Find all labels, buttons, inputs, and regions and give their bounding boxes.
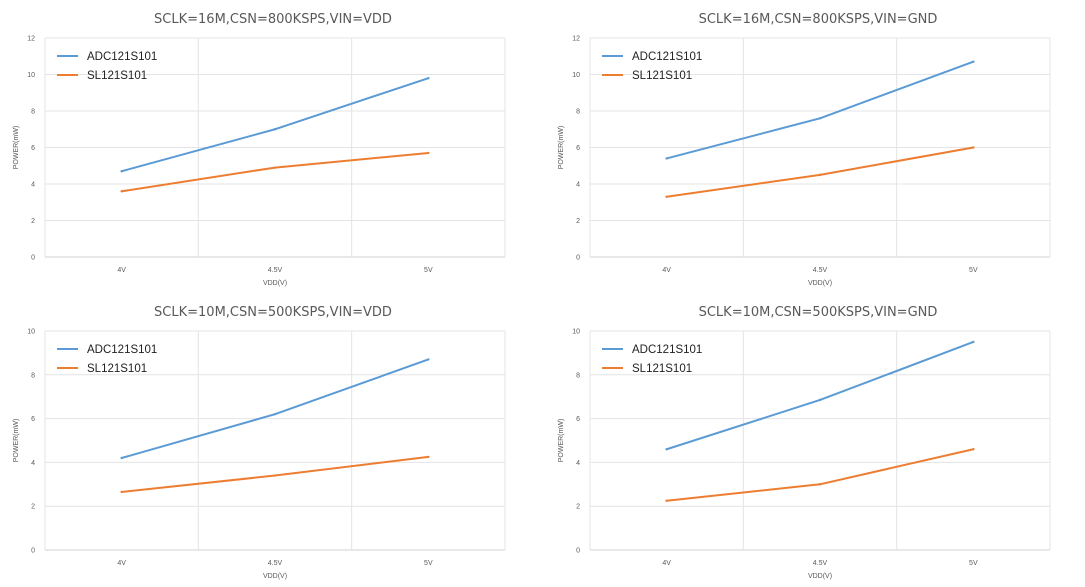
y-tick-label: 12 (572, 36, 580, 43)
y-axis-label: POWER(mW) (558, 419, 565, 463)
x-tick-label: 5V (969, 560, 978, 567)
data-point (972, 146, 975, 149)
legend-label: ADC121S101 (87, 51, 157, 63)
chart-panel-3: SCLK=10M,CSN=500KSPS,VIN=VDD 0 2 4 6 8 10 4V 4.5… (0, 293, 540, 583)
series-line-1 (120, 358, 430, 460)
x-tick-label: 4.5V (268, 267, 283, 274)
data-point (120, 190, 123, 193)
data-point (273, 128, 277, 131)
legend-label: SL121S101 (87, 70, 147, 82)
y-tick-label: 6 (31, 145, 35, 152)
data-point (427, 455, 430, 459)
series-line-2 (665, 448, 975, 502)
x-tick-label: 4V (662, 267, 671, 274)
data-point (818, 398, 822, 402)
data-point (273, 474, 277, 477)
y-tick-label: 2 (31, 504, 35, 511)
y-tick-label: 8 (31, 109, 35, 116)
y-axis-label: POWER(mW) (13, 126, 20, 170)
legend-label: SL121S101 (632, 70, 692, 82)
chart-svg: SCLK=16M,CSN=800KSPS,VIN=VDD 0 2 4 6 8 10 12 4V 4… (13, 12, 506, 287)
data-point (818, 117, 822, 120)
y-tick-label: 6 (576, 416, 580, 423)
x-axis-label: VDD(V) (263, 280, 287, 287)
y-tick-label: 4 (31, 182, 35, 189)
x-tick-label: 4V (117, 560, 126, 567)
x-tick-label: 4V (662, 560, 671, 567)
y-axis-label: POWER(mW) (13, 419, 20, 463)
data-point (665, 448, 668, 451)
legend-label: ADC121S101 (87, 344, 157, 356)
y-tick-label: 8 (576, 109, 580, 116)
x-axis-label: VDD(V) (263, 573, 287, 580)
y-tick-label: 6 (31, 416, 35, 423)
y-axis-label: POWER(mW) (558, 126, 565, 170)
x-tick-label: 4V (117, 267, 126, 274)
legend-label: ADC121S101 (632, 344, 702, 356)
data-point (972, 340, 975, 344)
y-tick-label: 4 (31, 460, 35, 467)
y-tick-label: 8 (576, 372, 580, 379)
y-tick-label: 10 (27, 329, 35, 336)
legend-label: SL121S101 (87, 363, 147, 375)
y-tick-label: 4 (576, 182, 580, 189)
data-point (427, 76, 430, 80)
legend-label: SL121S101 (632, 363, 692, 375)
series-line-1 (665, 60, 975, 160)
y-tick-label: 6 (576, 145, 580, 152)
chart-svg: SCLK=10M,CSN=500KSPS,VIN=GND 0 2 4 6 8 10 4V 4.5… (558, 305, 1051, 580)
data-point (972, 60, 975, 63)
data-point (972, 448, 975, 451)
y-tick-label: 0 (576, 255, 580, 262)
y-tick-label: 10 (572, 72, 580, 79)
y-tick-label: 10 (572, 329, 580, 336)
chart-title: SCLK=10M,CSN=500KSPS,VIN=GND (699, 305, 938, 320)
x-tick-label: 4.5V (813, 267, 828, 274)
y-tick-label: 8 (31, 372, 35, 379)
data-point (427, 358, 430, 361)
chart-panel-1: SCLK=16M,CSN=800KSPS,VIN=VDD 0 2 4 6 8 10 12 4V 4… (0, 0, 540, 290)
y-tick-label: 4 (576, 460, 580, 467)
chart-svg: SCLK=10M,CSN=500KSPS,VIN=VDD 0 2 4 6 8 10 4V 4.5… (13, 305, 506, 580)
x-tick-label: 5V (424, 560, 433, 567)
data-point (120, 170, 123, 173)
chart-panel-4: SCLK=10M,CSN=500KSPS,VIN=GND 0 2 4 6 8 10 4V 4.5… (545, 293, 1085, 583)
data-point (273, 413, 277, 416)
data-point (818, 173, 822, 177)
data-point (273, 166, 277, 169)
data-point (120, 456, 123, 460)
y-tick-label: 12 (27, 36, 35, 43)
x-tick-label: 4.5V (268, 560, 283, 567)
chart-title: SCLK=16M,CSN=800KSPS,VIN=GND (699, 12, 938, 27)
data-point (665, 499, 668, 502)
data-point (427, 151, 430, 155)
legend-label: ADC121S101 (632, 51, 702, 63)
y-tick-label: 0 (576, 548, 580, 555)
data-point (120, 490, 123, 494)
chart-title: SCLK=10M,CSN=500KSPS,VIN=VDD (154, 305, 392, 320)
chart-svg: SCLK=16M,CSN=800KSPS,VIN=GND 0 2 4 6 8 10 12 4V 4… (558, 12, 1051, 287)
y-tick-label: 2 (576, 504, 580, 511)
x-axis-label: VDD(V) (808, 573, 832, 580)
y-tick-label: 0 (31, 255, 35, 262)
data-point (665, 195, 668, 198)
series-line-1 (665, 340, 975, 451)
data-point (665, 157, 668, 160)
x-tick-label: 4.5V (813, 560, 828, 567)
series-line-2 (665, 146, 975, 198)
y-tick-label: 10 (27, 72, 35, 79)
chart-panel-2: SCLK=16M,CSN=800KSPS,VIN=GND 0 2 4 6 8 10 12 4V 4… (545, 0, 1085, 290)
data-point (818, 483, 822, 486)
y-tick-label: 2 (31, 218, 35, 225)
chart-title: SCLK=16M,CSN=800KSPS,VIN=VDD (154, 12, 392, 27)
x-axis-label: VDD(V) (808, 280, 832, 287)
y-tick-label: 2 (576, 218, 580, 225)
y-tick-label: 0 (31, 548, 35, 555)
x-tick-label: 5V (424, 267, 433, 274)
x-tick-label: 5V (969, 267, 978, 274)
